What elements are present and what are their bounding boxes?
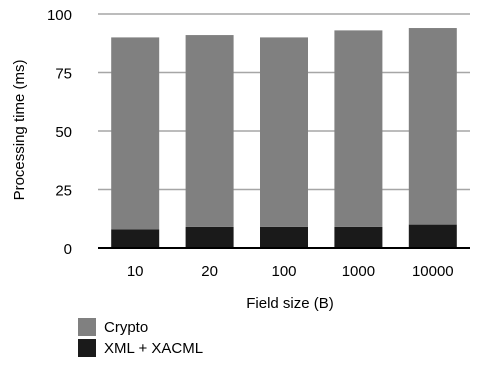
legend-label: Crypto bbox=[104, 319, 148, 336]
y-tick-labels: 0 25 50 75 100 bbox=[47, 7, 72, 258]
y-axis-label: Processing time (ms) bbox=[11, 60, 28, 201]
bar-crypto-10000 bbox=[408, 28, 457, 225]
y-tick-label: 100 bbox=[47, 7, 72, 24]
x-axis-label: Field size (B) bbox=[246, 295, 334, 312]
bar-crypto-1000 bbox=[334, 30, 383, 227]
legend-swatch bbox=[78, 318, 96, 336]
bars bbox=[111, 28, 457, 248]
x-tick-label: 100 bbox=[271, 263, 296, 280]
x-tick-labels: 10 20 100 1000 10000 bbox=[127, 263, 454, 280]
bar-crypto-100 bbox=[260, 37, 308, 227]
y-tick-label: 0 bbox=[64, 241, 72, 258]
y-tick-label: 25 bbox=[55, 183, 72, 200]
bar-xml-xacml-100 bbox=[260, 226, 308, 248]
legend-swatch bbox=[78, 339, 96, 357]
bar-crypto-10 bbox=[111, 37, 160, 230]
bar-xml-xacml-1000 bbox=[334, 226, 383, 248]
x-tick-label: 20 bbox=[201, 263, 218, 280]
x-tick-label: 10 bbox=[127, 263, 144, 280]
bar-xml-xacml-10000 bbox=[408, 224, 457, 248]
bar-xml-xacml-10 bbox=[111, 229, 160, 248]
bar-crypto-20 bbox=[185, 35, 234, 227]
x-tick-label: 10000 bbox=[412, 263, 454, 280]
y-tick-label: 75 bbox=[55, 66, 72, 83]
x-tick-label: 1000 bbox=[342, 263, 375, 280]
bar-xml-xacml-20 bbox=[185, 226, 234, 248]
legend-label: XML + XACML bbox=[104, 340, 203, 357]
y-tick-label: 50 bbox=[55, 124, 72, 141]
legend: Crypto XML + XACML bbox=[78, 318, 203, 357]
